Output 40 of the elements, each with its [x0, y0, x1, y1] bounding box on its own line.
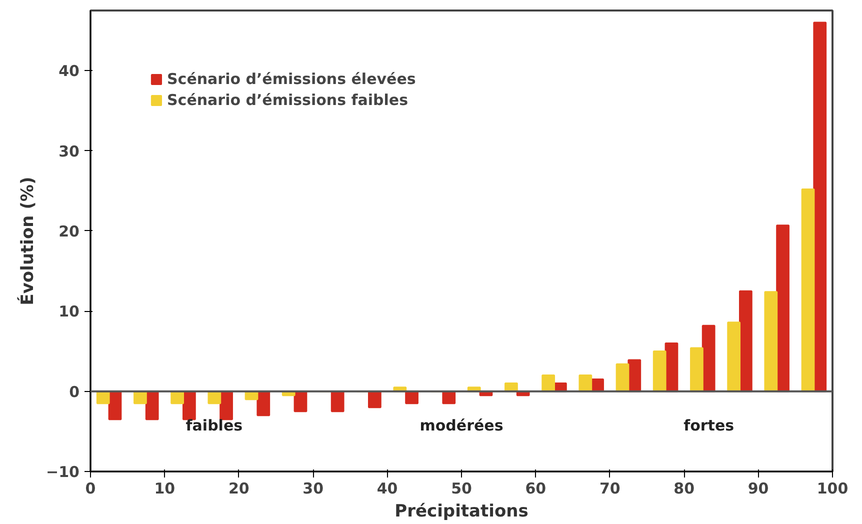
y-tick-label: 30 — [58, 142, 80, 160]
x-tick-label: 0 — [85, 480, 96, 498]
annotation: fortes — [684, 416, 734, 435]
bar — [256, 390, 270, 416]
legend-label: Scénario d’émissions faibles — [167, 91, 408, 109]
bar — [145, 390, 159, 420]
bar — [616, 363, 630, 392]
legend-label: Scénario d’émissions élevées — [167, 70, 416, 88]
y-axis-title: Évolution (%) — [17, 176, 38, 306]
bar — [813, 22, 827, 392]
bar — [542, 374, 555, 392]
x-tick-label: 30 — [302, 480, 324, 498]
x-tick-label: 70 — [599, 480, 620, 498]
x-tick-label: 100 — [816, 480, 848, 498]
y-tick-label: 20 — [58, 222, 80, 240]
bar — [776, 224, 790, 392]
y-tick-label: −10 — [46, 463, 80, 481]
annotation: modérées — [420, 416, 504, 435]
y-tick-label: 0 — [69, 382, 80, 401]
x-tick-label: 50 — [451, 480, 472, 498]
bar — [764, 291, 778, 392]
annotation: faibles — [186, 416, 243, 435]
x-tick-label: 80 — [674, 480, 695, 498]
x-tick-label: 40 — [376, 480, 398, 498]
y-tick-label: 40 — [58, 62, 80, 80]
bar — [801, 188, 815, 392]
x-tick-label: 60 — [525, 480, 546, 498]
bar — [652, 350, 666, 392]
bar — [578, 374, 592, 392]
x-axis-title: Précipitations — [394, 502, 528, 522]
x-tick-label: 10 — [154, 480, 176, 498]
bar — [368, 390, 382, 408]
bar — [702, 324, 716, 392]
x-tick-label: 90 — [748, 480, 769, 498]
y-tick-label: 10 — [58, 302, 80, 321]
x-tick-label: 20 — [228, 480, 250, 498]
bar — [739, 290, 752, 392]
bar — [330, 390, 344, 412]
bar — [690, 347, 704, 392]
bar — [727, 322, 740, 392]
